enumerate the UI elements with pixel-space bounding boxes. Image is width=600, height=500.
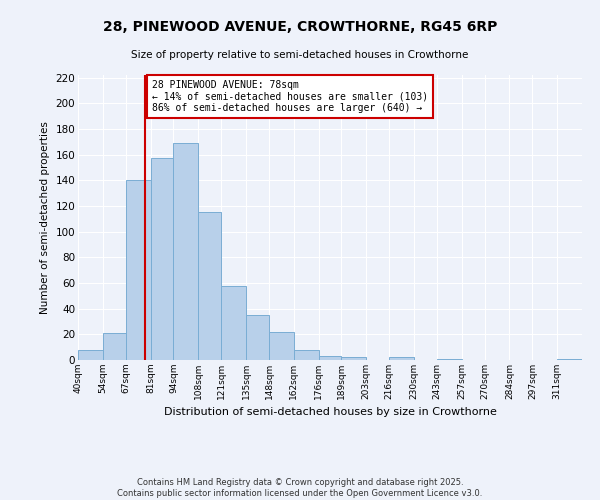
Text: 28, PINEWOOD AVENUE, CROWTHORNE, RG45 6RP: 28, PINEWOOD AVENUE, CROWTHORNE, RG45 6R… [103,20,497,34]
Bar [173,143,198,360]
Bar [294,350,319,360]
Bar [341,358,366,360]
Bar [269,332,294,360]
Bar [151,158,173,360]
Bar [557,358,582,360]
Text: 28 PINEWOOD AVENUE: 78sqm
← 14% of semi-detached houses are smaller (103)
86% of: 28 PINEWOOD AVENUE: 78sqm ← 14% of semi-… [152,80,428,114]
Bar [246,315,269,360]
Bar [319,356,341,360]
Bar [221,286,246,360]
Bar [198,212,221,360]
X-axis label: Distribution of semi-detached houses by size in Crowthorne: Distribution of semi-detached houses by … [164,408,496,418]
Y-axis label: Number of semi-detached properties: Number of semi-detached properties [40,121,50,314]
Bar [389,358,414,360]
Text: Size of property relative to semi-detached houses in Crowthorne: Size of property relative to semi-detach… [131,50,469,60]
Bar [103,333,126,360]
Text: Contains HM Land Registry data © Crown copyright and database right 2025.
Contai: Contains HM Land Registry data © Crown c… [118,478,482,498]
Bar [78,350,103,360]
Bar [437,358,462,360]
Bar [126,180,151,360]
